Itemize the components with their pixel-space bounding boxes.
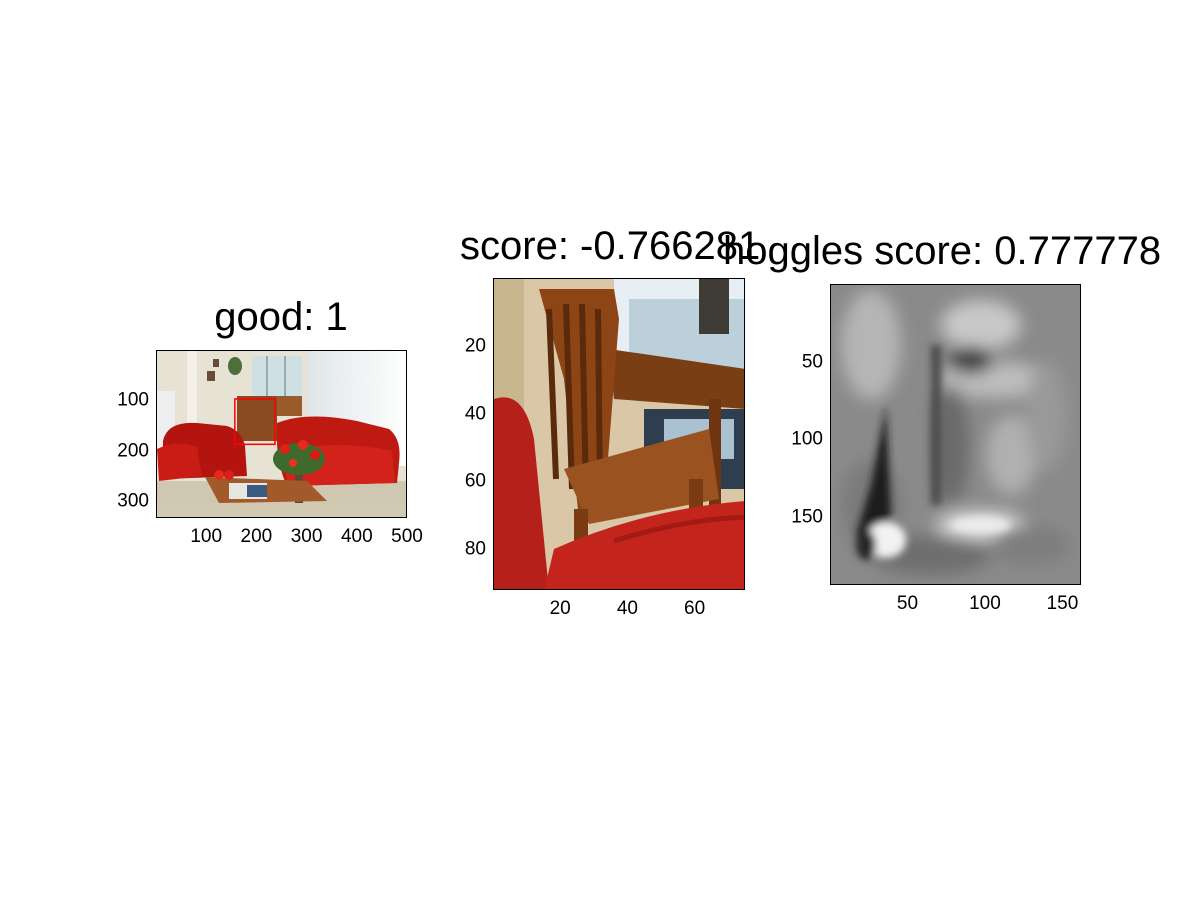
x-tick-label: 400	[340, 526, 373, 547]
x-tick-label: 60	[684, 598, 706, 619]
detection-box	[234, 398, 276, 446]
scene-image-axes	[156, 350, 407, 518]
y-tick-label: 50	[801, 351, 823, 373]
panel-title: good: 1	[214, 295, 348, 339]
x-tick-label: 100	[190, 526, 223, 547]
y-tick-label: 100	[791, 428, 823, 450]
chair-crop-image	[494, 279, 744, 589]
x-tick-label: 50	[896, 593, 919, 614]
hoggles-heatmap-axes	[830, 284, 1081, 585]
y-tick-label: 300	[117, 490, 149, 512]
x-tick-label: 200	[240, 526, 273, 547]
living-room-image	[157, 351, 406, 517]
panel-title: score: -0.766281	[460, 224, 761, 268]
crop-image-axes	[493, 278, 745, 590]
x-tick-label: 500	[391, 526, 423, 547]
x-tick-label: 150	[1046, 593, 1079, 614]
x-tick-label: 20	[549, 598, 571, 619]
y-tick-label: 40	[464, 403, 486, 425]
x-tick-label: 100	[969, 593, 1001, 614]
y-tick-label: 20	[464, 335, 486, 357]
y-tick-label: 200	[117, 440, 149, 462]
y-tick-label: 80	[464, 538, 486, 560]
y-tick-label: 150	[791, 506, 823, 528]
hoggles-heatmap	[831, 285, 1080, 584]
panel-title: hoggles score: 0.777778	[723, 229, 1162, 273]
y-tick-label: 100	[117, 389, 149, 411]
y-tick-label: 60	[464, 470, 486, 492]
x-tick-label: 300	[290, 526, 323, 547]
x-tick-label: 40	[616, 598, 638, 619]
